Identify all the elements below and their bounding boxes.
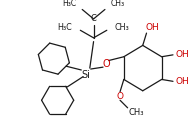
Text: O: O [117, 92, 123, 101]
Text: Si: Si [82, 70, 90, 80]
Text: OH: OH [175, 77, 189, 86]
Text: H₃C: H₃C [62, 0, 77, 8]
Text: CH₃: CH₃ [128, 108, 144, 117]
Text: CH₃: CH₃ [111, 0, 125, 8]
Text: OH: OH [145, 23, 159, 32]
Text: C: C [91, 14, 97, 23]
Text: H₃C: H₃C [57, 23, 72, 32]
Text: OH: OH [175, 50, 189, 59]
Text: O: O [102, 59, 110, 69]
Text: CH₃: CH₃ [114, 23, 129, 32]
